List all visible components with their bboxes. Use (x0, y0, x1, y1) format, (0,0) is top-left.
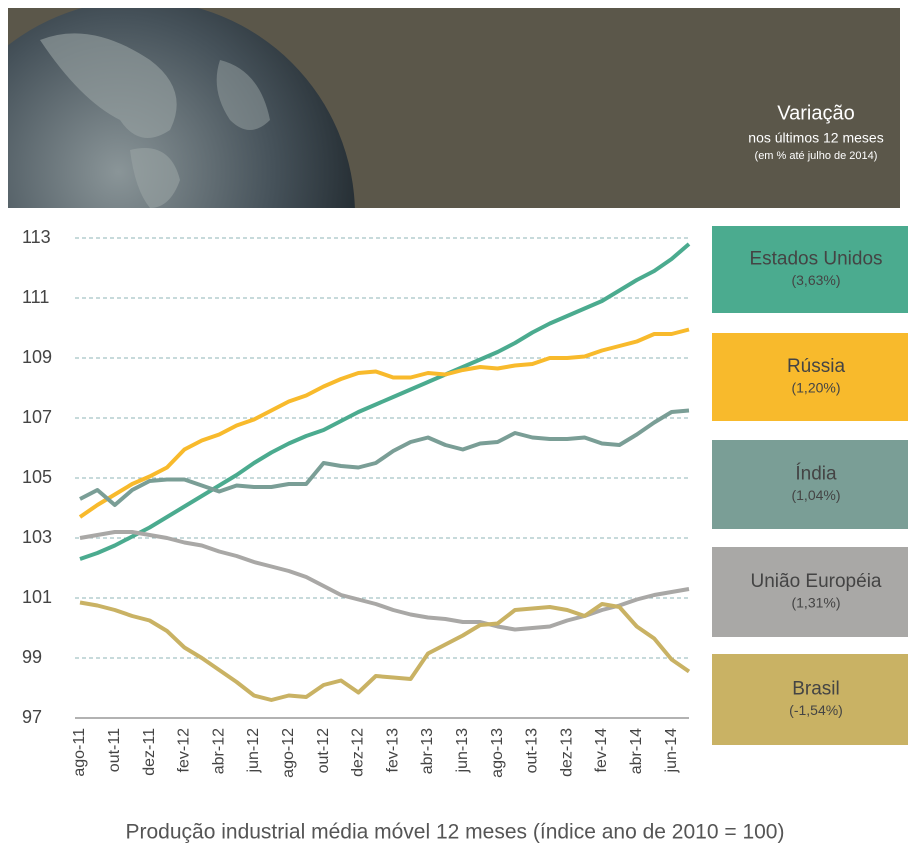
legend-label: Estados Unidos (749, 249, 882, 270)
x-tick-label: ago-13 (489, 728, 506, 778)
x-tick-label: abr-14 (628, 728, 645, 774)
x-tick-label: abr-13 (419, 728, 436, 774)
header-subtitle: nos últimos 12 meses (748, 130, 883, 146)
chart: Variação nos últimos 12 meses (em % até … (0, 0, 909, 845)
legend-change: (3,63%) (791, 272, 840, 288)
legend-change: (1,31%) (791, 595, 840, 611)
legend-label: Brasil (792, 679, 840, 700)
x-tick-label: dez-13 (558, 728, 575, 777)
x-tick-label: fev-13 (384, 728, 401, 773)
legend-label: Rússia (787, 356, 846, 377)
x-tick-label: ago-12 (280, 728, 297, 778)
y-tick-label: 99 (22, 647, 42, 667)
legend-change: (1,04%) (791, 487, 840, 503)
x-tick-label: jun-14 (663, 728, 680, 774)
x-tick-label: jun-13 (454, 728, 471, 774)
x-tick-label: jun-12 (245, 728, 262, 774)
x-tick-label: fev-14 (593, 728, 610, 773)
y-tick-label: 101 (22, 587, 52, 607)
y-tick-label: 111 (22, 287, 49, 307)
x-axis-title: Produção industrial média móvel 12 meses… (126, 821, 785, 844)
y-tick-label: 113 (22, 227, 51, 247)
legend-change: (1,20%) (791, 380, 840, 396)
x-tick-label: dez-12 (350, 728, 367, 777)
header-title: Variação (777, 102, 854, 124)
x-tick-label: fev-12 (176, 728, 193, 773)
x-tick-label: out-12 (315, 728, 332, 773)
y-tick-label: 103 (22, 527, 52, 547)
x-tick-label: out-11 (106, 728, 123, 772)
x-tick-label: abr-12 (210, 728, 227, 774)
legend-label: Índia (795, 464, 837, 485)
legend-label: União Européia (751, 571, 882, 592)
y-tick-label: 105 (22, 467, 52, 487)
y-tick-label: 97 (22, 707, 42, 727)
series-line (80, 411, 689, 506)
x-tick-label: dez-11 (141, 728, 158, 776)
y-tick-label: 107 (22, 407, 52, 427)
legend-change: (-1,54%) (789, 702, 843, 718)
header-note: (em % até julho de 2014) (755, 150, 878, 162)
series-line (80, 532, 689, 630)
y-tick-label: 109 (22, 347, 52, 367)
x-tick-label: out-13 (524, 728, 541, 773)
series-line (80, 244, 689, 559)
x-tick-label: ago-11 (71, 728, 88, 777)
series-line (80, 603, 689, 701)
